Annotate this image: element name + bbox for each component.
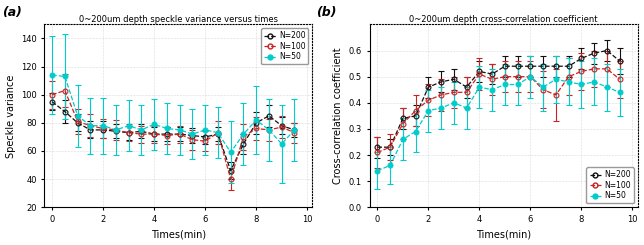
- X-axis label: Times(min): Times(min): [476, 230, 531, 239]
- Text: (a): (a): [2, 6, 21, 19]
- Y-axis label: Speckle variance: Speckle variance: [6, 74, 15, 158]
- Legend: N=200, N=100, N=50: N=200, N=100, N=50: [587, 167, 634, 203]
- Y-axis label: Cross-correlation coefficient: Cross-correlation coefficient: [333, 48, 343, 184]
- X-axis label: Times(min): Times(min): [151, 230, 206, 239]
- Legend: N=200, N=100, N=50: N=200, N=100, N=50: [261, 28, 308, 64]
- Title: 0~200um depth speckle variance versus times: 0~200um depth speckle variance versus ti…: [79, 15, 278, 24]
- Text: (b): (b): [316, 6, 337, 19]
- Title: 0~200um depth cross-correlation coefficient: 0~200um depth cross-correlation coeffici…: [410, 15, 598, 24]
